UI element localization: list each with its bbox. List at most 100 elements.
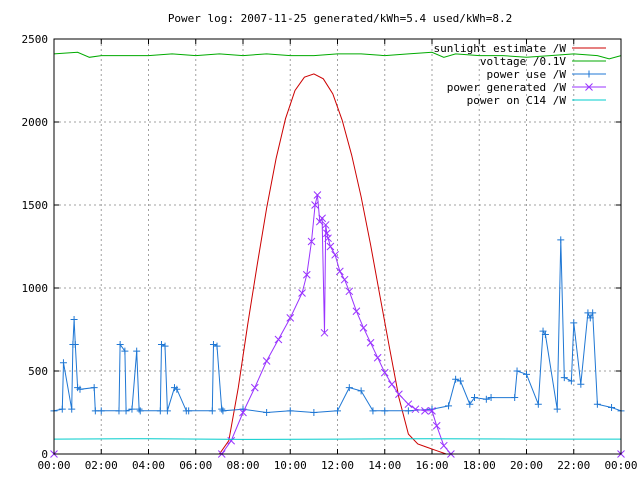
data-point (336, 267, 344, 276)
data-point (445, 402, 453, 410)
data-point (121, 347, 129, 355)
data-point (395, 390, 403, 399)
data-point (466, 400, 474, 408)
plot-frame (53, 38, 622, 455)
data-point (404, 400, 413, 409)
data-point (428, 406, 436, 415)
data-point (161, 342, 169, 350)
data-point (122, 407, 130, 415)
data-point (326, 242, 335, 251)
data-point (173, 385, 181, 393)
data-point (323, 229, 331, 238)
data-point (369, 407, 377, 415)
data-point (59, 359, 67, 367)
data-point (274, 335, 283, 344)
data-point (116, 340, 124, 348)
data-point (128, 405, 136, 413)
data-point (334, 407, 341, 415)
series-1 (54, 73, 621, 455)
series-line (54, 73, 621, 455)
data-point (208, 407, 216, 415)
x-tick-label: 12:00 (321, 459, 354, 472)
data-point (586, 314, 594, 322)
data-point (557, 236, 565, 244)
data-point (523, 370, 530, 378)
data-point (404, 407, 412, 415)
data-point (541, 330, 549, 338)
data-point (307, 237, 316, 246)
data-point (136, 407, 144, 415)
x-tick-label: 02:00 (85, 459, 118, 472)
data-point (381, 407, 389, 415)
legend-label: voltage /0.1V (480, 55, 566, 68)
data-point (366, 338, 375, 347)
data-point (357, 387, 365, 395)
data-point (340, 275, 349, 284)
data-point (91, 407, 99, 415)
data-point (185, 407, 193, 415)
grid (54, 39, 621, 454)
data-point (380, 368, 389, 377)
legend-marker (585, 70, 593, 78)
data-point (263, 409, 271, 416)
data-point (593, 400, 601, 408)
data-point (553, 405, 561, 413)
data-point (352, 307, 361, 316)
data-point (310, 409, 318, 416)
y-tick-label: 1000 (22, 282, 49, 295)
data-point (90, 384, 98, 392)
data-point (487, 394, 495, 402)
x-tick-label: 10:00 (274, 459, 307, 472)
series-line (53, 438, 621, 440)
data-point (58, 405, 66, 413)
x-tick-label: 06:00 (179, 459, 212, 472)
chart-title: Power log: 2007-11-25 generated/kWh=5.4 … (168, 12, 512, 25)
data-point (345, 384, 353, 392)
data-point (452, 375, 460, 383)
data-point (70, 316, 78, 324)
data-point (345, 287, 354, 296)
x-axis-ticks: 00:00 02:00 04:00 06:00 08:00 10:00 12:00 14:00… (37, 39, 638, 472)
y-tick-label: 2500 (22, 33, 49, 46)
legend-label: power on C14 /W (467, 94, 567, 107)
data-point (589, 309, 597, 317)
data-point (387, 380, 396, 389)
data-point (534, 400, 542, 408)
data-point (115, 407, 123, 415)
data-point (432, 421, 441, 430)
x-tick-label: 14:00 (368, 459, 401, 472)
data-point (331, 250, 339, 259)
y-tick-label: 1500 (22, 199, 49, 212)
x-tick-label: 22:00 (557, 459, 590, 472)
data-point (71, 340, 79, 348)
data-point (239, 408, 247, 417)
y-tick-label: 500 (28, 365, 48, 378)
data-point (321, 221, 330, 229)
data-point (227, 436, 236, 445)
data-point (577, 380, 585, 388)
data-point (213, 342, 221, 350)
data-point (560, 374, 568, 382)
data-point (411, 405, 420, 414)
data-point (97, 407, 105, 415)
data-point (471, 394, 479, 402)
data-point (511, 394, 519, 402)
data-point (567, 377, 575, 385)
y-axis-ticks: 0 500 1000 1500 2000 2500 (22, 33, 621, 461)
data-point (262, 357, 271, 365)
data-point (219, 407, 227, 415)
legend-marker (585, 83, 593, 91)
series-2 (53, 51, 622, 60)
data-point (135, 405, 143, 413)
x-tick-label: 04:00 (132, 459, 165, 472)
data-point (439, 441, 448, 450)
data-point (68, 405, 76, 413)
data-point (156, 407, 164, 415)
data-point (76, 385, 84, 393)
data-point (286, 314, 295, 322)
data-point (315, 217, 324, 226)
data-point (302, 270, 311, 279)
data-point (359, 323, 368, 332)
data-point (318, 214, 326, 223)
